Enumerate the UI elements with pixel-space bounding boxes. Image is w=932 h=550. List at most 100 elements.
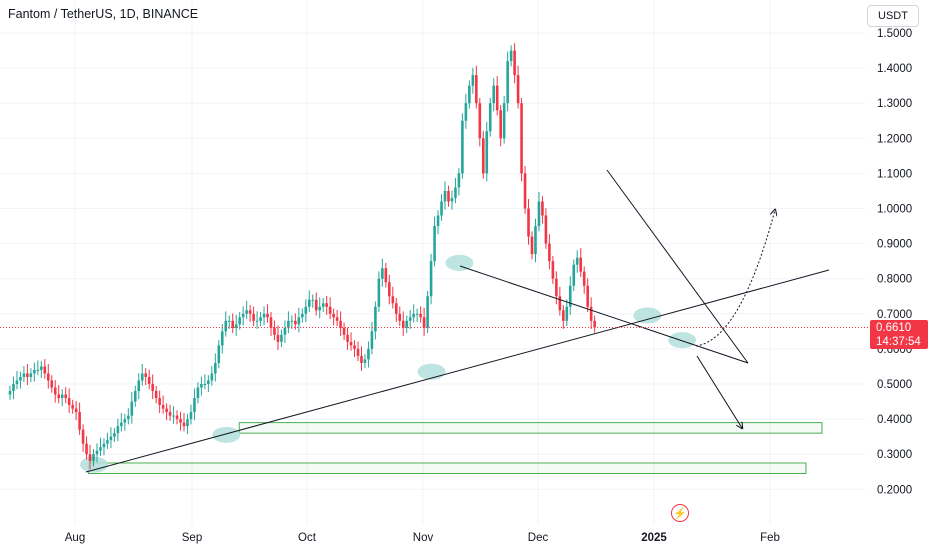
candle-body — [29, 373, 33, 377]
candle-body — [335, 317, 339, 321]
candle-body — [332, 313, 335, 318]
y-tick-label: 1.0000 — [877, 204, 912, 216]
candle-body — [328, 306, 332, 314]
pivot-highlight — [417, 363, 446, 380]
candle-body — [551, 261, 555, 279]
candle-body — [130, 401, 134, 416]
candle-body — [492, 85, 496, 104]
candle-body — [36, 369, 40, 371]
support-zone — [238, 422, 823, 434]
candle-body — [488, 103, 492, 132]
candle-body — [443, 190, 447, 202]
candle-body — [40, 366, 43, 370]
candle-body — [593, 320, 596, 328]
candle-body — [189, 412, 193, 420]
candle-body — [401, 320, 405, 328]
candle-body — [509, 50, 513, 62]
candle-body — [283, 327, 287, 335]
x-tick-label: Feb — [760, 532, 780, 544]
candle-body — [116, 426, 120, 434]
candle-body — [262, 313, 266, 318]
candle-body — [356, 348, 360, 356]
candle-body — [398, 313, 402, 321]
candle-body — [377, 278, 381, 307]
candle-body — [481, 138, 485, 174]
candle-body — [579, 257, 583, 272]
y-tick-label: 1.3000 — [877, 98, 912, 110]
candle-body — [99, 447, 102, 451]
candle-body — [321, 303, 325, 307]
x-tick-label: Sep — [182, 532, 202, 544]
candle-body — [405, 320, 409, 328]
currency-button[interactable]: USDT — [867, 5, 919, 27]
candle-body — [85, 443, 88, 455]
candle-body — [203, 384, 207, 385]
candle-body — [46, 373, 50, 381]
y-tick-label: 1.1000 — [877, 168, 912, 180]
candle-body — [461, 120, 464, 174]
candle-body — [127, 415, 130, 420]
candle-body — [106, 440, 109, 444]
candle-body — [457, 173, 461, 188]
candlestick-series — [8, 43, 596, 470]
trendline-ascending — [85, 269, 830, 473]
candle-body — [224, 320, 228, 332]
candle-body — [342, 327, 346, 335]
last-price-value: 0.6610 — [876, 322, 912, 334]
candle-body — [429, 261, 433, 297]
candle-body — [109, 436, 113, 441]
pivot-highlight — [668, 332, 697, 349]
candle-body — [252, 313, 255, 321]
candle-body — [499, 110, 502, 139]
support-zones — [88, 422, 823, 475]
pivot-highlight — [445, 254, 474, 271]
candle-body — [113, 433, 116, 437]
candle-body — [175, 415, 179, 420]
trendline-wedge — [606, 169, 749, 364]
y-tick-label: 0.5000 — [877, 379, 912, 391]
y-tick-label: 0.3000 — [877, 449, 912, 461]
candle-body — [339, 320, 342, 328]
candle-body — [367, 348, 370, 360]
candle-body — [582, 271, 586, 286]
candle-body — [468, 85, 471, 104]
candle-body — [391, 296, 395, 304]
candle-body — [575, 257, 579, 265]
candle-body — [589, 306, 593, 321]
candle-body — [419, 313, 422, 318]
candle-body — [196, 387, 200, 399]
candle-body — [297, 317, 301, 325]
flash-icon[interactable]: ⚡ — [671, 504, 689, 522]
candle-body — [123, 419, 127, 423]
candle-body — [384, 268, 388, 283]
candle-body — [210, 373, 214, 381]
candle-body — [15, 380, 19, 384]
candle-body — [586, 285, 589, 307]
candle-body — [548, 243, 551, 262]
chart-title: Fantom / TetherUS, 1D, BINANCE — [8, 7, 199, 21]
candle-body — [50, 380, 54, 388]
candle-body — [304, 306, 308, 314]
candle-body — [318, 306, 322, 311]
candle-body — [186, 419, 189, 427]
candle-body — [530, 236, 534, 255]
candle-body — [436, 215, 440, 227]
candle-body — [495, 85, 499, 111]
x-tick-label: Aug — [65, 532, 85, 544]
candle-body — [60, 394, 64, 399]
pivot-highlight — [633, 307, 662, 324]
candle-body — [193, 398, 196, 413]
candle-body — [360, 355, 363, 363]
candle-body — [294, 320, 297, 325]
candle-body — [102, 443, 106, 448]
candle-body — [220, 331, 224, 346]
candle-body — [227, 320, 231, 322]
pivot-highlight — [80, 456, 109, 473]
x-tick-label: Oct — [298, 532, 317, 544]
pivot-highlight — [212, 426, 241, 443]
candle-body — [363, 359, 367, 363]
candle-body — [565, 306, 569, 321]
candle-body — [349, 341, 353, 346]
candle-body — [485, 131, 489, 174]
